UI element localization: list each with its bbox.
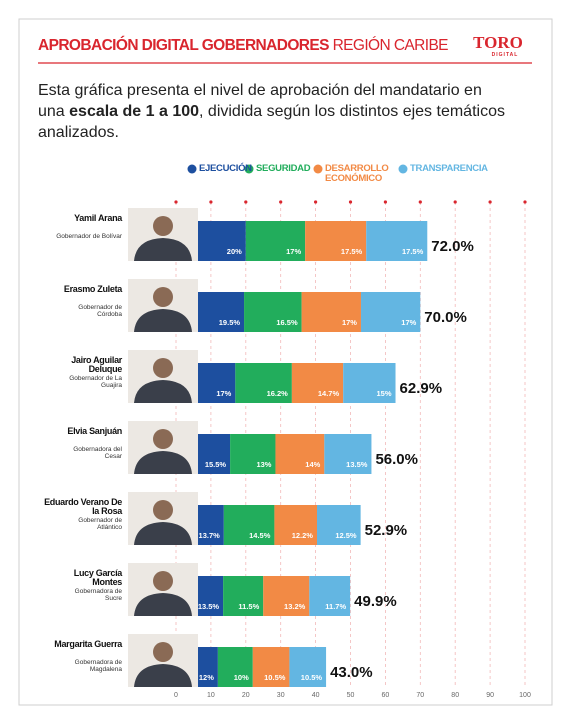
- total-label: 62.9%: [400, 380, 443, 397]
- person-name: Yamil Arana: [44, 214, 122, 223]
- total-label: 72.0%: [431, 238, 474, 255]
- value-label: 10.5%: [301, 673, 323, 682]
- value-label: 17%: [342, 318, 357, 327]
- value-label: 14%: [305, 460, 320, 469]
- legend-label: DESARROLLO ECONÓMICO: [325, 164, 387, 184]
- value-label: 13.5%: [198, 602, 220, 611]
- person-name: Jairo Aguilar Deluque: [44, 356, 122, 374]
- photo-head: [153, 358, 173, 378]
- value-label: 20%: [227, 247, 242, 256]
- grid-dot: [384, 200, 387, 203]
- x-tick-label: 100: [519, 692, 531, 699]
- x-tick-label: 10: [207, 692, 215, 699]
- value-label: 19.5%: [219, 318, 241, 327]
- logo-sub: DIGITAL: [492, 52, 519, 58]
- total-label: 43.0%: [330, 664, 373, 681]
- photo-head: [153, 642, 173, 662]
- value-label: 12%: [199, 673, 214, 682]
- x-tick-label: 40: [312, 692, 320, 699]
- value-label: 13%: [256, 460, 271, 469]
- total-label: 52.9%: [365, 522, 408, 539]
- person-name: Eduardo Verano De la Rosa: [44, 498, 122, 516]
- value-label: 17%: [216, 389, 231, 398]
- value-label: 15%: [377, 389, 392, 398]
- value-label: 13.5%: [346, 460, 368, 469]
- intro-bold: escala de 1 a 100: [69, 103, 199, 120]
- photo-head: [153, 216, 173, 236]
- total-label: 70.0%: [424, 309, 467, 326]
- photo-head: [153, 287, 173, 307]
- value-label: 15.5%: [205, 460, 227, 469]
- x-tick-label: 90: [486, 692, 494, 699]
- value-label: 10%: [234, 673, 249, 682]
- value-label: 12.2%: [292, 531, 314, 540]
- value-label: 17%: [286, 247, 301, 256]
- x-tick-label: 60: [382, 692, 390, 699]
- value-label: 17.5%: [341, 247, 363, 256]
- total-label: 56.0%: [375, 451, 418, 468]
- intro: Esta gráfica presenta el nivel de aproba…: [38, 80, 508, 143]
- grid-dot: [523, 200, 526, 203]
- value-label: 17%: [401, 318, 416, 327]
- total-label: 49.9%: [354, 593, 397, 610]
- grid-dot: [489, 200, 492, 203]
- value-label: 10.5%: [264, 673, 286, 682]
- x-tick-label: 50: [347, 692, 355, 699]
- grid-dot: [419, 200, 422, 203]
- person-role: Gobernador de Bolívar: [56, 233, 122, 240]
- x-tick-label: 70: [416, 692, 424, 699]
- value-label: 13.7%: [199, 531, 221, 540]
- x-tick-label: 0: [174, 692, 178, 699]
- value-label: 14.5%: [249, 531, 271, 540]
- grid-dot: [174, 200, 177, 203]
- value-label: 16.5%: [276, 318, 298, 327]
- title: APROBACIÓN DIGITAL GOBERNADORES REGIÓN C…: [38, 36, 448, 54]
- person-role: Gobernadora de Magdalena: [56, 659, 122, 673]
- person-name: Margarita Guerra: [44, 640, 122, 649]
- person-role: Gobernadora del Cesar: [56, 446, 122, 460]
- person-name: Lucy García Montes: [44, 569, 122, 587]
- page: APROBACIÓN DIGITAL GOBERNADORES REGIÓN C…: [0, 0, 571, 712]
- photo-head: [153, 571, 173, 591]
- person-name: Erasmo Zuleta: [44, 285, 122, 294]
- title-bold: APROBACIÓN DIGITAL GOBERNADORES: [38, 36, 329, 54]
- value-label: 12.5%: [335, 531, 357, 540]
- value-label: 14.7%: [318, 389, 340, 398]
- value-label: 11.5%: [238, 602, 259, 611]
- person-role: Gobernador de Atlántico: [56, 517, 122, 531]
- person-name: Elvia Sanjuán: [44, 427, 122, 436]
- x-tick-label: 80: [451, 692, 459, 699]
- value-label: 13.2%: [284, 602, 306, 611]
- person-role: Gobernador de Córdoba: [56, 304, 122, 318]
- person-role: Gobernador de La Guajira: [56, 375, 122, 389]
- grid-dot: [209, 200, 212, 203]
- grid-dot: [244, 200, 247, 203]
- grid-dot: [454, 200, 457, 203]
- grid-dot: [279, 200, 282, 203]
- x-tick-label: 20: [242, 692, 250, 699]
- value-label: 16.2%: [267, 389, 289, 398]
- legend-label: TRANSPARENCIA: [410, 164, 500, 174]
- value-label: 11.7%: [325, 602, 346, 611]
- legend-swatch: [188, 165, 197, 174]
- grid-dot: [314, 200, 317, 203]
- legend-swatch: [399, 165, 408, 174]
- grid-dot: [349, 200, 352, 203]
- photo-head: [153, 429, 173, 449]
- title-light: REGIÓN CARIBE: [333, 37, 449, 54]
- logo: TORO: [473, 33, 523, 52]
- value-label: 17.5%: [402, 247, 424, 256]
- x-tick-label: 30: [277, 692, 285, 699]
- photo-head: [153, 500, 173, 520]
- person-role: Gobernadora de Sucre: [56, 588, 122, 602]
